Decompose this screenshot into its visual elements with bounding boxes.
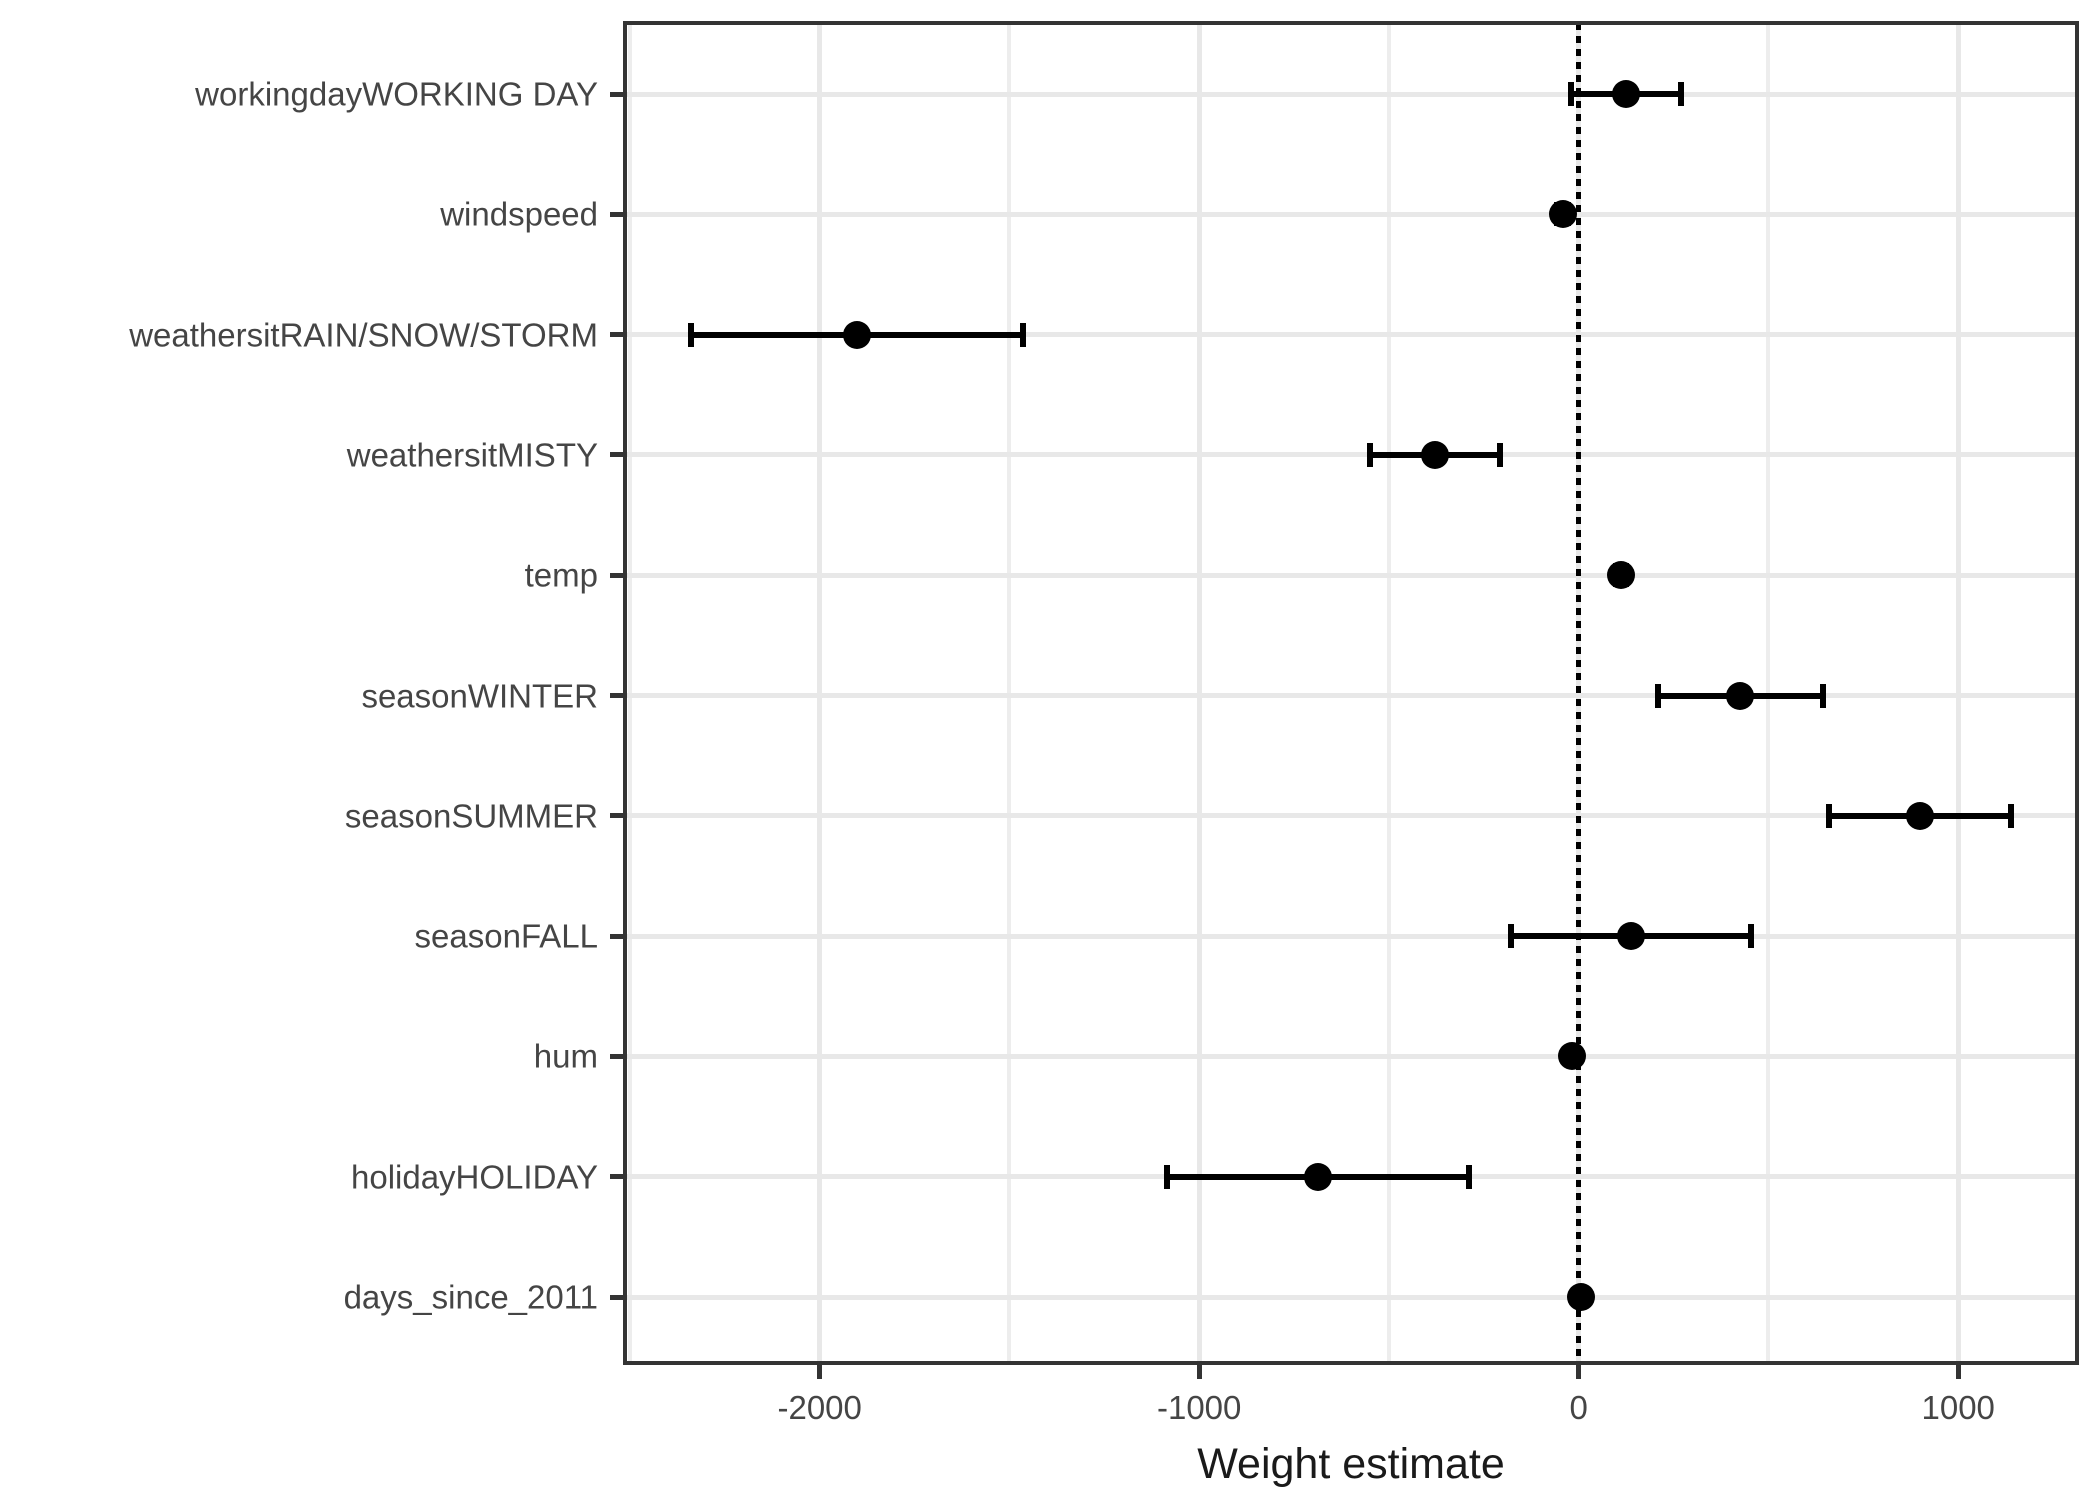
- error-bar-cap-right: [1748, 924, 1755, 949]
- y-axis-label: workingdayWORKING DAY: [195, 75, 598, 113]
- y-axis-tick: [610, 332, 625, 338]
- x-tick-label: -1000: [1156, 1389, 1242, 1426]
- gridline-horizontal-major: [625, 211, 2077, 217]
- error-bar-cap-right: [2007, 803, 2014, 828]
- error-bar-cap-right: [1020, 322, 1027, 347]
- data-point: [1420, 440, 1449, 469]
- error-bar-cap-left: [1366, 442, 1373, 467]
- gridline-horizontal-major: [625, 1053, 2077, 1059]
- y-axis-tick: [610, 211, 625, 217]
- error-bar-cap-left: [1826, 803, 1833, 828]
- x-tick-label: 0: [1569, 1389, 1588, 1426]
- error-bar-cap-left: [687, 322, 694, 347]
- gridline-horizontal-major: [625, 91, 2077, 97]
- data-point: [1726, 681, 1755, 710]
- gridline-horizontal-major: [625, 813, 2077, 819]
- x-tick-label: -2000: [777, 1389, 862, 1426]
- y-axis-label: seasonFALL: [414, 917, 598, 955]
- y-axis-label: weathersitRAIN/SNOW/STORM: [129, 316, 598, 354]
- y-axis-tick: [610, 1053, 625, 1059]
- y-axis-label: seasonSUMMER: [344, 797, 598, 835]
- error-bar-cap-right: [1819, 683, 1826, 708]
- data-point: [1617, 922, 1646, 951]
- y-axis-tick: [610, 813, 625, 819]
- y-axis-label: holidayHOLIDAY: [350, 1158, 598, 1196]
- y-axis-label: temp: [524, 556, 598, 594]
- y-axis-tick: [610, 1294, 625, 1300]
- y-axis-label: weathersitMISTY: [346, 436, 598, 474]
- data-point: [1612, 80, 1641, 108]
- data-point: [1304, 1162, 1333, 1191]
- data-point: [1558, 1042, 1587, 1071]
- gridline-horizontal-major: [625, 572, 2077, 578]
- y-axis-tick: [610, 693, 625, 698]
- y-axis-label: days_since_2011: [343, 1278, 598, 1316]
- x-axis-tick: [1196, 1365, 1202, 1379]
- gridline-horizontal-major: [625, 1294, 2077, 1300]
- y-axis-label: hum: [533, 1037, 598, 1075]
- gridline-horizontal-major: [625, 933, 2077, 939]
- error-bar-cap-right: [1496, 442, 1503, 467]
- x-tick-label: 1000: [1921, 1389, 1995, 1426]
- error-bar-cap-right: [1466, 1164, 1473, 1189]
- gridline-horizontal-major: [625, 693, 2077, 698]
- data-point: [1566, 1283, 1595, 1311]
- gridline-horizontal-major: [625, 332, 2077, 338]
- data-point: [1548, 200, 1577, 229]
- gridline-horizontal-major: [625, 452, 2077, 458]
- x-axis-tick: [1955, 1365, 1961, 1379]
- x-axis-tick: [817, 1365, 823, 1379]
- data-point: [1606, 561, 1635, 590]
- zero-reference-line: [1576, 23, 1582, 1363]
- y-axis-label: windspeed: [440, 195, 598, 233]
- x-axis-tick: [1576, 1365, 1582, 1379]
- error-bar-cap-right: [1677, 82, 1684, 106]
- y-axis-tick: [610, 933, 625, 939]
- error-bar-cap-left: [1507, 924, 1514, 949]
- data-point: [843, 320, 872, 349]
- y-axis-tick: [610, 1174, 625, 1180]
- data-point: [1905, 801, 1934, 830]
- error-bar-cap-left: [1568, 82, 1575, 106]
- error-bar-cap-left: [1654, 683, 1661, 708]
- error-bar-cap-left: [1163, 1164, 1170, 1189]
- y-axis-label: seasonWINTER: [361, 677, 598, 714]
- y-axis-tick: [610, 452, 625, 458]
- x-axis-title: Weight estimate: [1197, 1440, 1505, 1488]
- y-axis-tick: [610, 91, 625, 97]
- y-axis-tick: [610, 572, 625, 578]
